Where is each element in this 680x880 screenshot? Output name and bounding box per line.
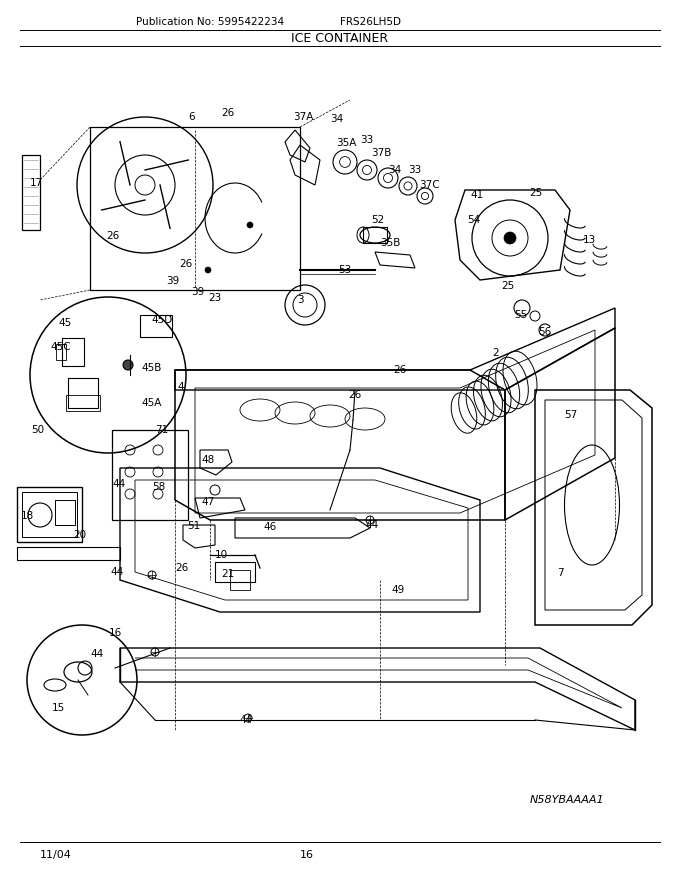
Circle shape: [123, 360, 133, 370]
Text: 23: 23: [208, 293, 222, 303]
Circle shape: [205, 267, 211, 273]
Text: 41: 41: [471, 190, 483, 200]
Text: 15: 15: [52, 703, 65, 713]
Text: 13: 13: [582, 235, 596, 245]
Text: 54: 54: [467, 215, 481, 225]
Text: 46: 46: [263, 522, 277, 532]
Text: 48: 48: [201, 455, 215, 465]
Text: 26: 26: [222, 108, 235, 118]
Text: 44: 44: [90, 649, 103, 659]
Text: 35B: 35B: [380, 238, 401, 248]
Text: 6: 6: [188, 112, 195, 122]
Text: 34: 34: [388, 165, 402, 175]
Text: 44: 44: [239, 715, 253, 725]
Circle shape: [247, 222, 253, 228]
Circle shape: [504, 232, 516, 244]
Bar: [17, 487, 82, 542]
Text: 37C: 37C: [419, 180, 439, 190]
Text: 45D: 45D: [152, 315, 173, 325]
Text: 25: 25: [501, 281, 515, 291]
Text: 33: 33: [409, 165, 422, 175]
Text: 45: 45: [58, 318, 71, 328]
Text: 4: 4: [177, 382, 184, 392]
Text: 34: 34: [330, 114, 343, 124]
Text: 45B: 45B: [142, 363, 163, 373]
Bar: [56, 344, 66, 360]
Text: 52: 52: [371, 215, 385, 225]
Text: 25: 25: [529, 188, 543, 198]
Bar: [112, 430, 188, 520]
Text: 16: 16: [108, 628, 122, 638]
Text: 37B: 37B: [371, 148, 391, 158]
Text: 47: 47: [201, 497, 215, 507]
Text: 71: 71: [155, 425, 169, 435]
Text: 26: 26: [393, 365, 407, 375]
Text: N58YBAAAA1: N58YBAAAA1: [530, 795, 605, 805]
Text: 53: 53: [339, 265, 352, 275]
Text: 49: 49: [392, 585, 405, 595]
Text: 20: 20: [73, 530, 86, 540]
Bar: [66, 395, 100, 411]
Text: 26: 26: [106, 231, 120, 241]
Text: Publication No: 5995422234: Publication No: 5995422234: [136, 17, 284, 27]
Text: 55: 55: [514, 310, 528, 320]
Text: 2: 2: [493, 348, 499, 358]
Bar: [62, 338, 84, 366]
Text: 17: 17: [29, 178, 43, 188]
Text: 26: 26: [175, 563, 188, 573]
Text: 50: 50: [31, 425, 45, 435]
Text: 51: 51: [188, 521, 201, 531]
Text: 44: 44: [112, 479, 126, 489]
Text: 3: 3: [296, 295, 303, 305]
Text: 7: 7: [557, 568, 563, 578]
Text: 44: 44: [110, 567, 124, 577]
Text: 58: 58: [152, 482, 166, 492]
Text: 26: 26: [180, 259, 192, 269]
Text: 11/04: 11/04: [40, 850, 72, 860]
Text: 35A: 35A: [336, 138, 356, 148]
Bar: [140, 315, 172, 337]
Text: 10: 10: [214, 550, 228, 560]
Text: 21: 21: [222, 569, 235, 579]
Text: ICE CONTAINER: ICE CONTAINER: [292, 32, 388, 45]
Bar: [55, 500, 75, 525]
Bar: [22, 155, 40, 230]
Text: 45A: 45A: [142, 398, 163, 408]
Text: FRS26LH5D: FRS26LH5D: [340, 17, 401, 27]
Bar: [363, 227, 387, 243]
Bar: [22, 492, 77, 537]
Text: 16: 16: [300, 850, 314, 860]
Text: 26: 26: [348, 390, 362, 400]
Text: 18: 18: [20, 511, 33, 521]
Text: 57: 57: [564, 410, 577, 420]
Text: 39: 39: [191, 287, 205, 297]
Text: 56: 56: [539, 327, 551, 337]
Text: 45C: 45C: [51, 342, 71, 352]
Text: 33: 33: [360, 135, 373, 145]
Text: 44: 44: [365, 520, 379, 530]
Text: 37A: 37A: [293, 112, 313, 122]
Bar: [68, 378, 98, 408]
Text: 39: 39: [167, 276, 180, 286]
